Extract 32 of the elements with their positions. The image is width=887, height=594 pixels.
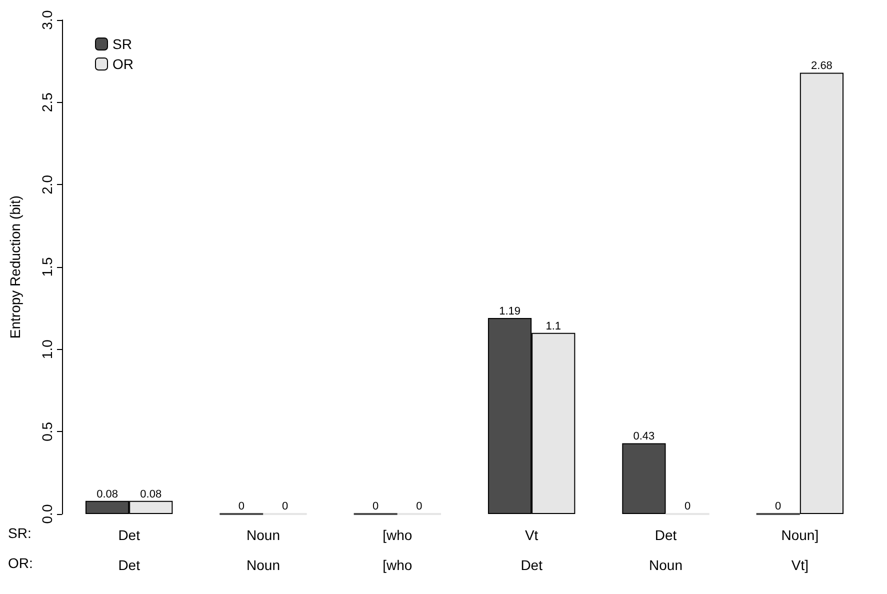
x-tick-label: Noun] Vt] [781,527,819,573]
y-tick-label: 2.0 [39,174,55,194]
data-label: 0.08 [140,488,162,500]
data-label: 0.43 [633,430,655,443]
bar [622,443,666,514]
data-label: 0 [372,500,379,512]
x-tick-label: Det Noun [649,527,682,573]
data-label: 1.1 [546,320,562,332]
legend-label: SR [112,36,132,52]
data-label: 0 [684,500,691,512]
y-axis-title: Entropy Reduction (bit) [7,195,23,339]
y-tick-label: 1.5 [39,257,55,277]
x-tick-label: Noun Noun [246,527,280,573]
bar [800,72,844,514]
x-tick-label: Det Det [118,527,140,573]
data-label: 2.68 [811,60,832,72]
text: OR: [8,555,33,571]
data-label: 0 [282,500,288,512]
data-label: 1.19 [499,306,520,318]
data-label: 0 [416,500,422,512]
x-tick-label: [who [who [382,527,412,573]
data-label: 0.08 [96,488,118,500]
text: SR: [8,525,32,541]
y-tick-label: 0.0 [39,504,55,524]
x-tick-label: Vt Det [520,527,543,573]
data-label: 0 [775,500,782,512]
y-tick-label: 2.5 [39,92,55,112]
y-tick-label: 0.5 [39,422,55,442]
legend-label: OR [112,56,134,72]
y-tick-label: 3.0 [39,10,55,30]
y-tick-label: 1.0 [39,339,55,360]
data-label: 0 [238,500,245,512]
